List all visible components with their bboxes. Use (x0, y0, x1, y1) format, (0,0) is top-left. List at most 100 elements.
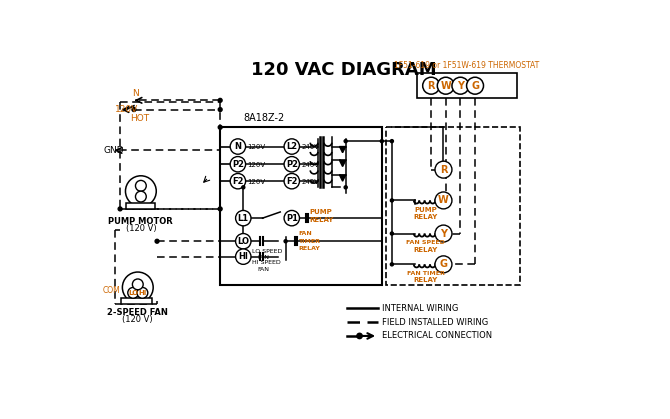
Circle shape (132, 108, 136, 111)
Text: P2: P2 (232, 160, 244, 169)
FancyBboxPatch shape (386, 127, 521, 285)
Text: TIMER: TIMER (298, 239, 320, 244)
FancyBboxPatch shape (121, 298, 151, 304)
Text: INTERNAL WIRING: INTERNAL WIRING (382, 304, 458, 313)
Text: L1: L1 (238, 214, 249, 222)
Text: GND: GND (104, 146, 125, 155)
Circle shape (123, 272, 153, 303)
Circle shape (466, 77, 484, 94)
Text: ELECTRICAL CONNECTION: ELECTRICAL CONNECTION (382, 331, 492, 341)
Text: 120V: 120V (247, 144, 265, 150)
Circle shape (344, 140, 347, 143)
Text: RELAY: RELAY (413, 247, 438, 253)
Circle shape (435, 161, 452, 178)
Text: 240V: 240V (301, 144, 319, 150)
Circle shape (452, 77, 469, 94)
Text: P1: P1 (286, 214, 297, 222)
Circle shape (391, 140, 393, 143)
Text: FAN: FAN (298, 231, 312, 236)
Circle shape (236, 249, 251, 264)
Circle shape (391, 199, 393, 202)
Circle shape (155, 239, 159, 243)
Text: LO SPEED: LO SPEED (252, 249, 282, 254)
Circle shape (435, 225, 452, 242)
Text: HI SPEED: HI SPEED (252, 261, 281, 266)
Text: 8A18Z-2: 8A18Z-2 (243, 114, 285, 124)
Text: R: R (427, 81, 435, 91)
Circle shape (230, 173, 246, 189)
Text: RELAY: RELAY (413, 277, 438, 283)
Circle shape (381, 140, 383, 143)
Circle shape (135, 181, 146, 191)
Circle shape (344, 186, 347, 189)
Text: 120V: 120V (247, 179, 265, 185)
Circle shape (135, 191, 146, 202)
Text: 2-SPEED FAN: 2-SPEED FAN (107, 308, 168, 317)
Text: COM: COM (103, 286, 121, 295)
Circle shape (284, 210, 299, 226)
Circle shape (284, 240, 287, 243)
Circle shape (284, 139, 299, 154)
Circle shape (435, 256, 452, 273)
Text: 1F51-619 or 1F51W-619 THERMOSTAT: 1F51-619 or 1F51W-619 THERMOSTAT (394, 61, 539, 70)
Circle shape (230, 139, 246, 154)
Text: W: W (440, 81, 451, 91)
Circle shape (242, 186, 245, 189)
Text: (120 V): (120 V) (123, 315, 153, 324)
Text: RELAY: RELAY (310, 217, 334, 223)
Text: N: N (132, 89, 139, 98)
Circle shape (284, 157, 299, 172)
Circle shape (391, 263, 393, 266)
Text: PUMP: PUMP (310, 209, 332, 215)
Text: FAN TIMER: FAN TIMER (407, 271, 445, 276)
Circle shape (133, 279, 143, 290)
FancyBboxPatch shape (126, 203, 155, 209)
Polygon shape (340, 147, 346, 153)
Text: W: W (438, 195, 449, 205)
Circle shape (230, 157, 246, 172)
FancyBboxPatch shape (417, 73, 517, 98)
Text: Y: Y (440, 228, 447, 238)
Text: G: G (471, 81, 479, 91)
Text: RELAY: RELAY (298, 246, 320, 251)
Circle shape (218, 108, 222, 111)
Polygon shape (340, 160, 346, 166)
Circle shape (391, 232, 393, 235)
Text: 120 VAC DIAGRAM: 120 VAC DIAGRAM (251, 61, 436, 79)
Text: Y: Y (457, 81, 464, 91)
Text: 120V: 120V (115, 105, 138, 114)
Polygon shape (340, 175, 346, 181)
FancyBboxPatch shape (220, 127, 382, 285)
Text: R: R (440, 165, 448, 175)
Text: FIELD INSTALLED WIRING: FIELD INSTALLED WIRING (382, 318, 488, 326)
Text: 240V: 240V (301, 162, 319, 168)
Circle shape (137, 287, 148, 298)
Text: HI: HI (138, 290, 147, 296)
Text: G: G (440, 259, 448, 269)
Circle shape (128, 287, 139, 298)
Text: 240V: 240V (301, 179, 319, 185)
Text: LO: LO (237, 237, 249, 246)
Text: P2: P2 (286, 160, 297, 169)
Text: RELAY: RELAY (413, 214, 438, 220)
Circle shape (236, 210, 251, 226)
Text: 120V: 120V (247, 162, 265, 168)
Text: PUMP: PUMP (414, 207, 437, 213)
Circle shape (236, 233, 251, 249)
Circle shape (218, 207, 222, 211)
Text: FAN: FAN (257, 266, 269, 272)
Text: N: N (234, 142, 241, 151)
Circle shape (438, 77, 454, 94)
Circle shape (357, 333, 362, 339)
Text: PUMP MOTOR: PUMP MOTOR (109, 217, 174, 225)
Text: F2: F2 (232, 177, 244, 186)
Circle shape (118, 207, 122, 211)
Text: HI: HI (239, 252, 248, 261)
Circle shape (218, 98, 222, 102)
Circle shape (435, 192, 452, 209)
Text: F2: F2 (286, 177, 297, 186)
Circle shape (125, 176, 156, 207)
Text: FAN SPEED: FAN SPEED (406, 241, 445, 246)
Text: L2: L2 (286, 142, 297, 151)
Circle shape (284, 173, 299, 189)
